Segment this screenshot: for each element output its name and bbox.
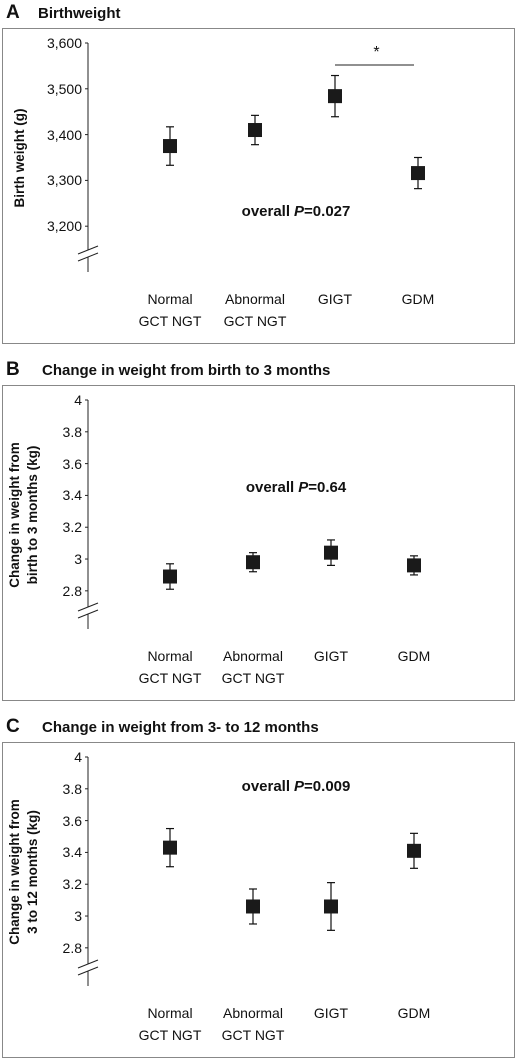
panel-letter: B	[6, 359, 20, 380]
y-axis-label: Change in weight from birth to 3 months …	[7, 441, 40, 588]
annotation: overall P=0.64	[246, 477, 346, 499]
panel-letter: C	[6, 716, 20, 737]
y-tick-label: 3	[74, 551, 82, 568]
y-axis-label: Birth weight (g)	[12, 108, 27, 207]
axis-break	[77, 959, 99, 969]
annotation: overall P=0.009	[242, 776, 351, 798]
annotation-part: P	[298, 479, 309, 496]
y-tick-label: 3,500	[46, 80, 82, 97]
annotation-part: overall	[245, 479, 295, 496]
x-tick-label: GDM	[401, 291, 435, 307]
marker	[163, 840, 177, 855]
marker	[246, 555, 260, 570]
annotation-part: overall	[241, 778, 291, 795]
y-tick-label: 3.8	[62, 780, 82, 797]
marker	[163, 139, 177, 154]
annotation-part: overall	[241, 203, 291, 220]
marker	[246, 899, 260, 914]
y-tick-label: 3.4	[62, 487, 82, 504]
x-tick-label: GDM	[397, 648, 431, 664]
y-tick-label: 3,300	[46, 172, 82, 189]
y-tick-label: 3.6	[62, 812, 82, 829]
annotation: overall P=0.027	[242, 201, 351, 223]
marker	[407, 843, 421, 858]
y-tick-label: 2.8	[62, 939, 82, 956]
marker	[163, 569, 177, 584]
significance-label: *	[373, 44, 380, 61]
annotation-part: =0.009	[304, 778, 351, 795]
x-tick-label: Normal GCT NGT	[138, 648, 202, 686]
y-tick-label: 3.4	[62, 844, 82, 861]
marker	[248, 123, 262, 138]
annotation-part: P	[294, 778, 305, 795]
y-tick-label: 3.6	[62, 455, 82, 472]
y-tick-label: 3,600	[46, 35, 82, 51]
y-tick-label: 3.2	[62, 876, 82, 893]
annotation-part: P	[294, 203, 305, 220]
y-tick-label: 3.8	[62, 423, 82, 440]
axis-break	[77, 252, 99, 262]
panel-frame	[2, 385, 515, 701]
annotation-part: =0.027	[304, 203, 351, 220]
y-tick-label: 3,400	[46, 126, 82, 143]
marker	[324, 899, 338, 914]
panel-title: Birthweight	[38, 5, 121, 22]
panel-title: Change in weight from 3- to 12 months	[42, 719, 319, 736]
y-axis-label: Change in weight from 3 to 12 months (kg…	[7, 798, 40, 945]
annotation-part: =0.64	[308, 479, 347, 496]
y-tick-label: 2.8	[62, 582, 82, 599]
x-tick-label: GDM	[397, 1005, 431, 1021]
x-tick-label: Abnormal GCT NGT	[221, 1005, 285, 1043]
x-tick-label: Abnormal GCT NGT	[221, 648, 285, 686]
panel-frame	[2, 742, 515, 1058]
axis-break	[77, 966, 99, 976]
panel-frame	[2, 28, 515, 344]
panel-title: Change in weight from birth to 3 months	[42, 362, 331, 379]
y-tick-label: 4	[74, 749, 82, 765]
y-tick-label: 3	[74, 908, 82, 925]
x-tick-label: Abnormal GCT NGT	[223, 291, 287, 329]
y-tick-label: 4	[74, 392, 82, 408]
marker	[324, 545, 338, 560]
x-tick-label: GIGT	[313, 1005, 349, 1021]
marker	[328, 89, 342, 104]
marker	[407, 558, 421, 573]
axis-break	[77, 602, 99, 612]
x-tick-label: GIGT	[313, 648, 349, 664]
panel-letter: A	[6, 2, 20, 23]
axis-break	[77, 245, 99, 255]
y-tick-label: 3,200	[46, 218, 82, 235]
axis-break	[77, 609, 99, 619]
x-tick-label: Normal GCT NGT	[138, 1005, 202, 1043]
x-tick-label: Normal GCT NGT	[138, 291, 202, 329]
y-tick-label: 3.2	[62, 519, 82, 536]
marker	[411, 166, 425, 181]
x-tick-label: GIGT	[317, 291, 353, 307]
